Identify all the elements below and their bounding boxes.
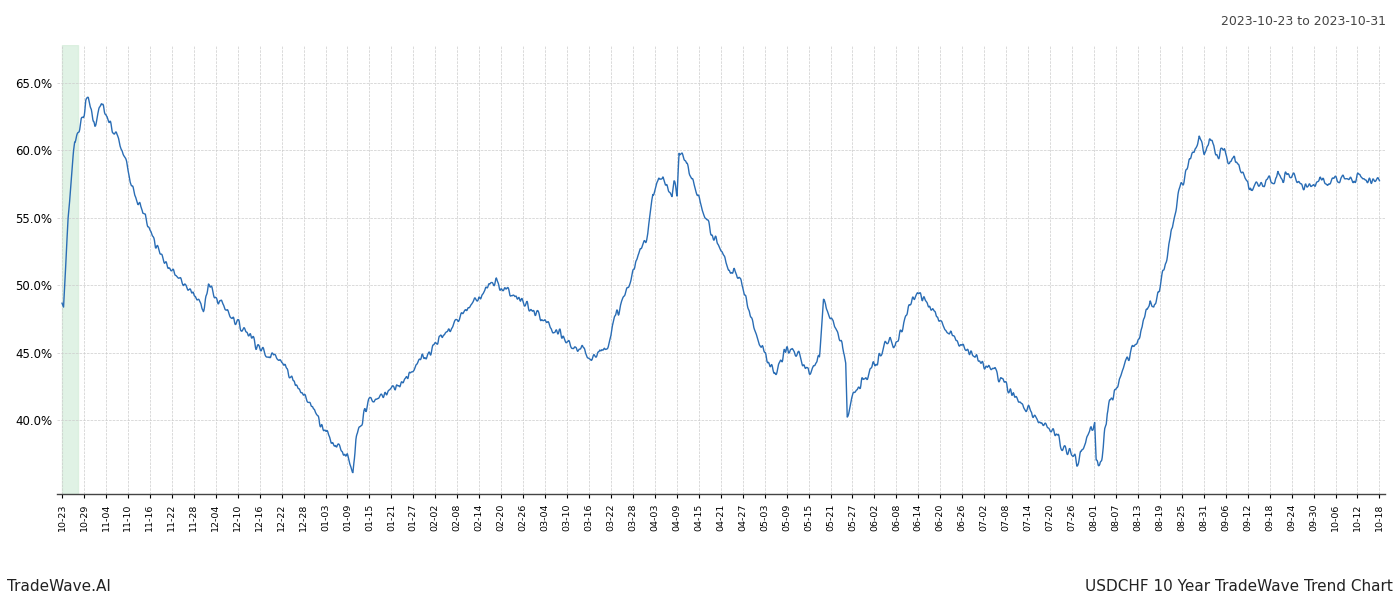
Text: 2023-10-23 to 2023-10-31: 2023-10-23 to 2023-10-31 [1221,15,1386,28]
Text: TradeWave.AI: TradeWave.AI [7,579,111,594]
Bar [62,45,78,494]
Text: USDCHF 10 Year TradeWave Trend Chart: USDCHF 10 Year TradeWave Trend Chart [1085,579,1393,594]
